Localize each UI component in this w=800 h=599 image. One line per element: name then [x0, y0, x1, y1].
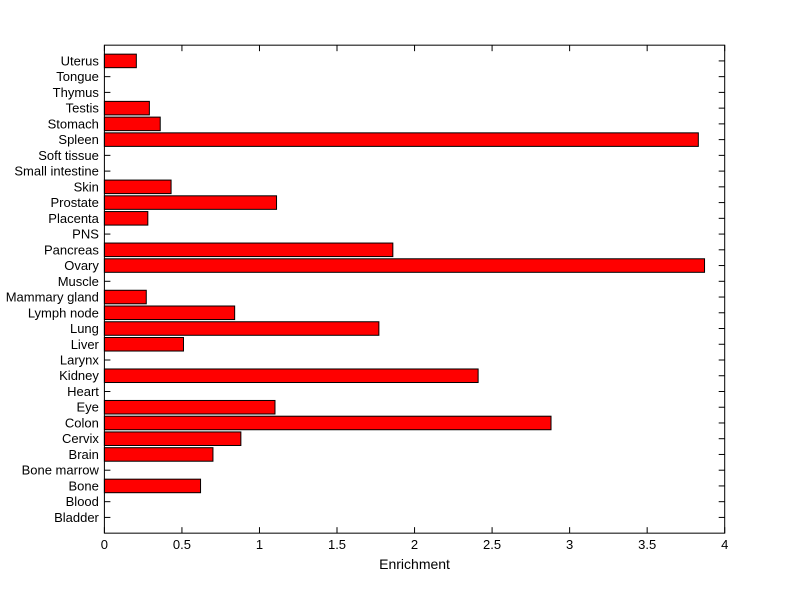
- svg-text:Uterus: Uterus: [61, 53, 100, 68]
- svg-text:Thymus: Thymus: [53, 85, 100, 100]
- svg-text:Pancreas: Pancreas: [44, 242, 99, 257]
- svg-text:Ovary: Ovary: [64, 258, 99, 273]
- svg-text:Brain: Brain: [69, 447, 99, 462]
- svg-text:4: 4: [721, 537, 728, 552]
- svg-text:Stomach: Stomach: [48, 116, 99, 131]
- svg-text:Blood: Blood: [66, 494, 99, 509]
- svg-text:0: 0: [101, 537, 108, 552]
- svg-text:3: 3: [566, 537, 573, 552]
- svg-text:Small intestine: Small intestine: [14, 164, 99, 179]
- svg-text:2.5: 2.5: [483, 537, 501, 552]
- svg-text:Mammary gland: Mammary gland: [6, 290, 99, 305]
- svg-text:Bone marrow: Bone marrow: [22, 463, 100, 478]
- svg-text:Soft tissue: Soft tissue: [38, 148, 99, 163]
- svg-text:Bladder: Bladder: [54, 510, 99, 525]
- svg-text:Placenta: Placenta: [48, 211, 99, 226]
- svg-text:Lung: Lung: [70, 321, 99, 336]
- svg-text:Colon: Colon: [65, 415, 99, 430]
- svg-text:Muscle: Muscle: [58, 274, 99, 289]
- svg-text:PNS: PNS: [72, 227, 99, 242]
- svg-text:Lymph node: Lymph node: [28, 305, 99, 320]
- svg-text:Testis: Testis: [66, 101, 100, 116]
- svg-text:2: 2: [411, 537, 418, 552]
- svg-text:Enrichment: Enrichment: [379, 556, 450, 572]
- svg-text:Spleen: Spleen: [58, 132, 98, 147]
- svg-text:Skin: Skin: [74, 179, 99, 194]
- svg-text:Kidney: Kidney: [59, 368, 99, 383]
- svg-text:Tongue: Tongue: [56, 69, 99, 84]
- svg-text:0.5: 0.5: [173, 537, 191, 552]
- svg-text:Bone: Bone: [69, 478, 99, 493]
- svg-text:Prostate: Prostate: [50, 195, 98, 210]
- svg-text:Heart: Heart: [67, 384, 99, 399]
- svg-text:Cervix: Cervix: [62, 431, 99, 446]
- svg-text:Liver: Liver: [71, 337, 100, 352]
- svg-text:Larynx: Larynx: [60, 353, 100, 368]
- svg-text:1: 1: [256, 537, 263, 552]
- svg-text:Eye: Eye: [76, 400, 98, 415]
- svg-text:3.5: 3.5: [638, 537, 656, 552]
- svg-text:1.5: 1.5: [328, 537, 346, 552]
